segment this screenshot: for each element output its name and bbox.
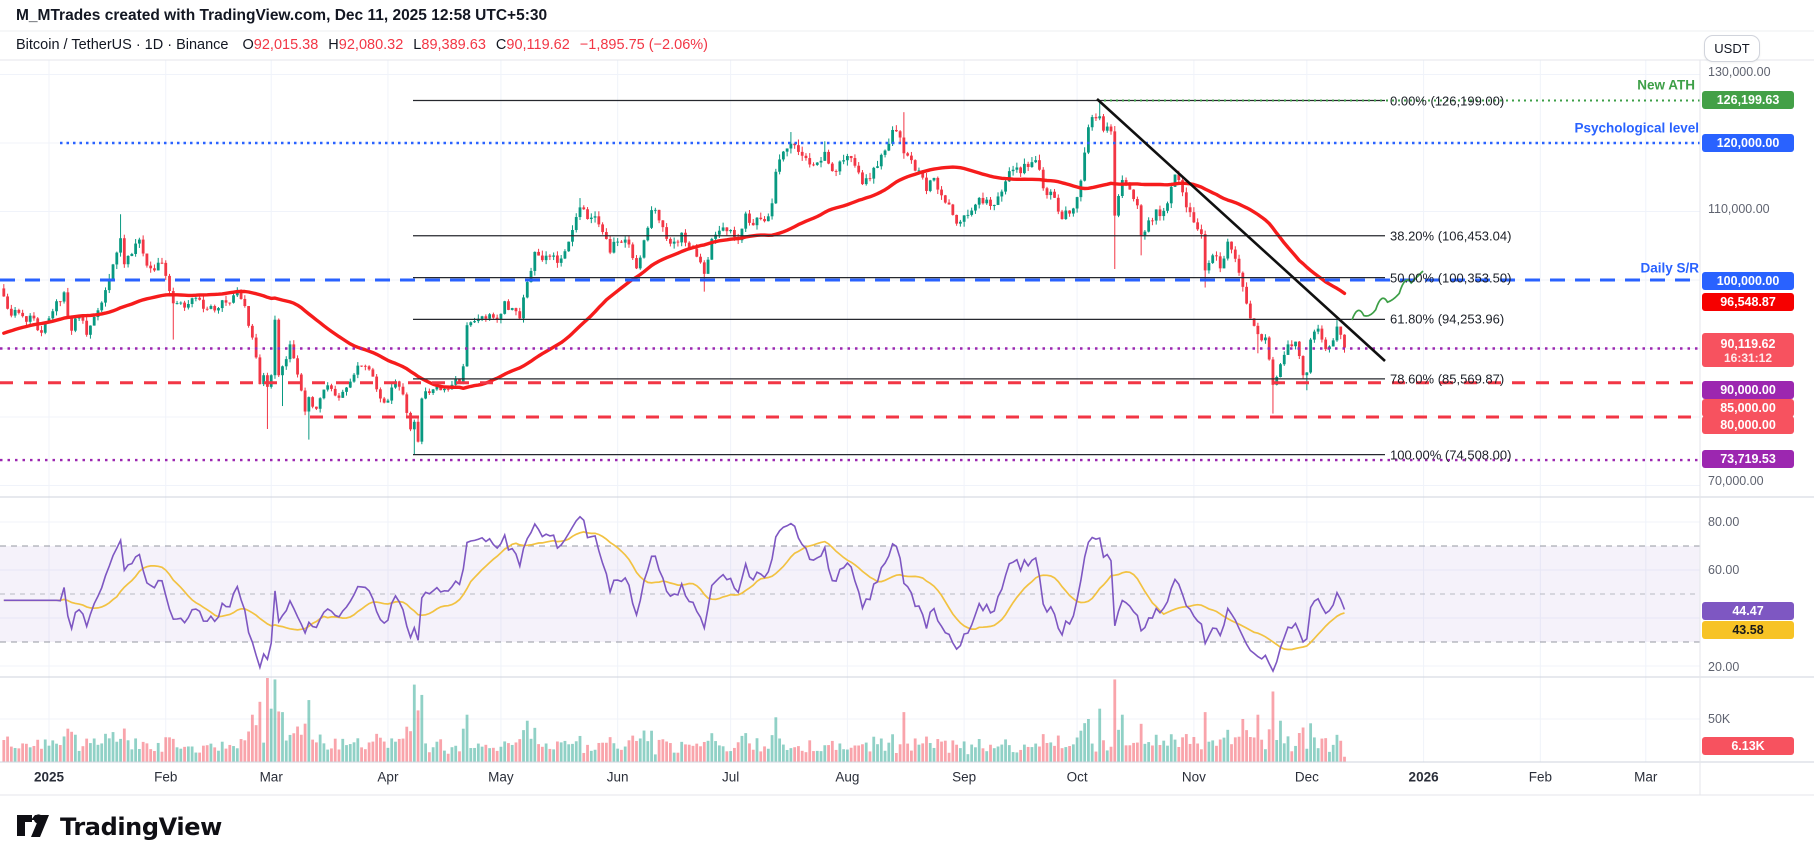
ohlc-values: O92,015.38 H92,080.32 L89,389.63 C90,119.62 [243, 37, 580, 53]
symbol-bar: Bitcoin / TetherUS · 1D · Binance O92,01… [16, 37, 708, 53]
tradingview-logo-icon [17, 814, 49, 837]
ohlc-value: H92,080.32 [328, 37, 404, 53]
ohlc-value: O92,015.38 [242, 37, 319, 53]
change-value: −1,895.75 (−2.06%) [579, 37, 708, 53]
currency-toggle-button[interactable]: USDT [1704, 35, 1760, 62]
ohlc-value: L89,389.63 [413, 37, 486, 53]
symbol-title[interactable]: Bitcoin / TetherUS · 1D · Binance [16, 37, 229, 53]
tradingview-logo-text: TradingView [60, 812, 222, 841]
ohlc-value: C90,119.62 [495, 37, 570, 53]
watermark-title: M_MTrades created with TradingView.com, … [16, 7, 548, 24]
tradingview-logo[interactable]: TradingView [14, 808, 222, 845]
